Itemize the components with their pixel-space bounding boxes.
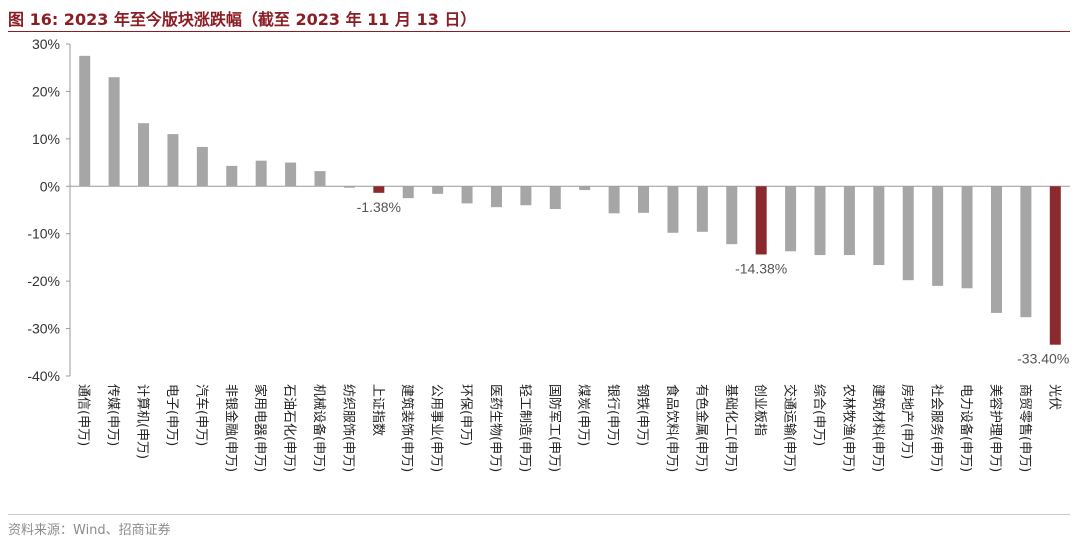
bar [696,186,708,232]
bar [108,77,120,187]
bar [461,186,473,204]
x-tick-label: 房地产(申万) [899,384,915,459]
y-tick-label: -40% [27,368,60,384]
y-tick-label: -10% [27,226,60,242]
y-tick-label: 20% [32,83,60,99]
data-label: -33.40% [1017,351,1069,367]
x-tick-label: 电子(申万) [164,384,179,446]
x-tick-label: 国防军工(申万) [546,384,562,472]
bar [373,186,385,193]
x-tick-label: 上证指数 [370,384,385,436]
bar [579,186,591,191]
x-tick-label: 光伏 [1046,384,1061,410]
bar [167,134,179,187]
x-tick-label: 电力设备(申万) [958,384,974,472]
bar [843,186,855,256]
x-tick-label: 非银金融(申万) [223,384,239,472]
x-tick-label: 通信(申万) [76,384,91,446]
x-tick-label: 银行(申万) [605,384,620,446]
bar [255,160,267,187]
x-tick-label: 有色金属(申万) [693,384,709,472]
bar [990,186,1002,313]
bar [726,186,738,245]
x-tick-label: 创业板指 [752,384,767,436]
x-tick-label: 石油石化(申万) [282,384,297,472]
x-tick-label: 家用电器(申万) [252,384,268,472]
figure-title: 图 16: 2023 年至今版块涨跌幅（截至 2023 年 11 月 13 日） [8,10,477,29]
bar [902,186,914,281]
bar [1049,186,1061,345]
bar [432,186,444,194]
x-tick-label: 综合(申万) [811,384,826,446]
bar [814,186,826,256]
x-tick-label: 食品饮料(申万) [664,384,680,472]
data-label: -1.38% [357,199,401,215]
y-tick-label: -30% [27,321,60,337]
bar [638,186,650,213]
bar [79,55,91,187]
x-tick-label: 基础化工(申万) [723,384,738,472]
x-tick-label: 商贸零售(申万) [1017,384,1033,472]
x-tick-label: 轻工制造(申万) [517,384,532,472]
x-tick-label: 建筑材料(申万) [870,384,886,472]
x-tick-label: 纺织服饰(申万) [340,384,355,472]
bar [549,186,561,210]
bar [961,186,973,289]
bar [226,165,238,187]
bar [490,186,502,208]
title-divider [8,31,1070,32]
bar [138,123,150,187]
y-tick-label: 0% [40,178,60,194]
bar [932,186,944,286]
x-tick-label: 煤炭(申万) [576,384,591,446]
bar [343,186,355,188]
x-tick-label: 计算机(申万) [135,384,150,459]
x-tick-label: 传媒(申万) [105,384,120,446]
x-tick-label: 汽车(申万) [193,384,209,446]
x-tick-label: 美容护理(申万) [987,384,1003,472]
bar [667,186,679,233]
bar [1020,186,1032,318]
bar [285,162,297,187]
bar [196,146,208,187]
y-tick-label: 30% [32,36,60,52]
bar [755,186,767,255]
bar [520,186,532,206]
bar [402,186,414,199]
bar-chart: 30% 20% 10% 0% -10% -20% -30% -40% 通信(申万) 传媒(申万) 计… [27,36,1070,472]
x-tick-label: 社会服务(申万) [929,384,945,472]
data-label: -14.38% [735,260,787,276]
x-tick-label: 交通运输(申万) [782,384,798,472]
bar [314,171,326,187]
y-tick-label: -20% [27,273,60,289]
x-tick-label: 医药生物(申万) [487,384,502,472]
x-tick-label: 建筑装饰(申万) [399,384,415,472]
x-tick-label: 农林牧渔(申万) [840,384,855,472]
bar [873,186,885,266]
bar [608,186,620,214]
source-note: 资料来源：Wind、招商证券 [8,523,171,538]
bar [785,186,797,252]
x-tick-label: 环保(申万) [458,384,473,446]
y-tick-label: 10% [32,131,60,147]
source-divider [8,514,1070,515]
x-tick-label: 公用事业(申万) [429,384,444,472]
x-tick-label: 钢铁(申万) [635,384,650,446]
x-tick-label: 机械设备(申万) [311,384,327,472]
